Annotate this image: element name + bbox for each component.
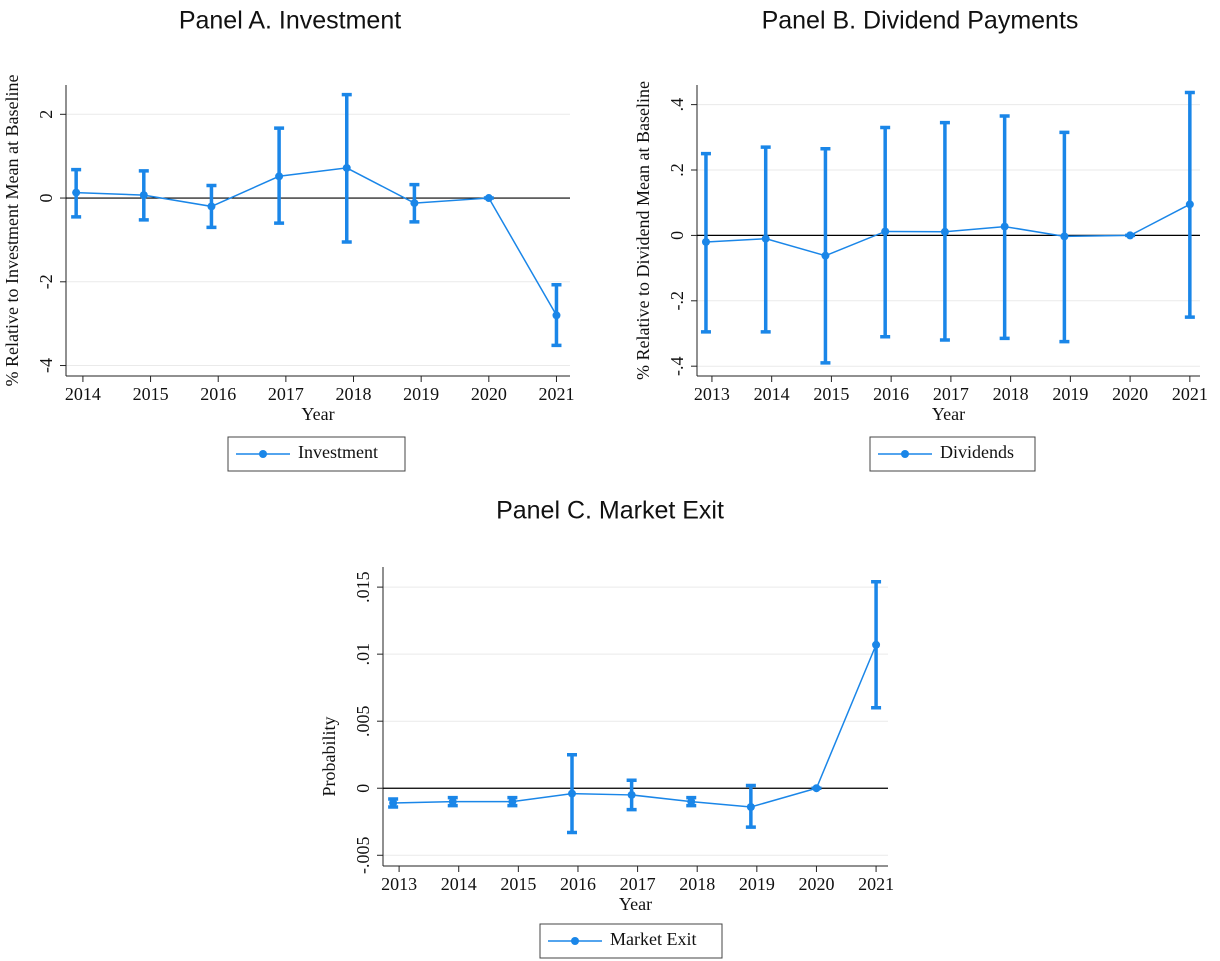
point <box>1185 200 1194 209</box>
x-tick-label: 2014 <box>754 384 790 404</box>
x-axis-label: Year <box>619 894 652 914</box>
legend-label: Dividends <box>940 442 1014 462</box>
point <box>207 202 216 211</box>
y-tick-label: -.2 <box>667 291 687 311</box>
y-tick-label: 0 <box>667 231 687 240</box>
point <box>812 784 821 793</box>
point <box>389 798 398 807</box>
series-line <box>393 644 877 808</box>
legend-marker <box>259 450 267 458</box>
y-tick-label: -2 <box>36 274 56 289</box>
x-tick-label: 2018 <box>336 384 372 404</box>
point <box>687 797 696 806</box>
point <box>940 227 949 236</box>
point <box>139 191 148 200</box>
point <box>552 311 561 320</box>
y-tick-label: 0 <box>36 194 56 203</box>
legend-label: Investment <box>298 442 378 462</box>
x-tick-label: 2017 <box>268 384 304 404</box>
point <box>881 227 890 236</box>
point <box>1000 222 1009 231</box>
y-tick-label: .005 <box>353 705 373 737</box>
point <box>761 234 770 243</box>
point <box>275 172 284 181</box>
y-tick-label: -4 <box>36 358 56 373</box>
point <box>72 188 81 197</box>
y-axis-label: Probability <box>319 717 339 797</box>
y-tick-label: -.005 <box>353 837 373 875</box>
x-tick-label: 2016 <box>873 384 909 404</box>
x-tick-label: 2018 <box>993 384 1029 404</box>
point <box>508 797 517 806</box>
x-tick-label: 2016 <box>560 874 596 894</box>
x-tick-label: 2019 <box>1052 384 1088 404</box>
x-axis-label: Year <box>932 404 965 424</box>
point <box>872 640 881 649</box>
x-axis-label: Year <box>301 404 334 424</box>
point <box>701 237 710 246</box>
x-tick-label: 2013 <box>381 874 417 894</box>
x-tick-label: 2014 <box>441 874 477 894</box>
point <box>568 789 577 798</box>
point <box>342 163 351 172</box>
point <box>1126 231 1135 240</box>
x-tick-label: 2021 <box>538 384 574 404</box>
legend-marker <box>571 937 579 945</box>
legend-marker <box>901 450 909 458</box>
y-axis-label: % Relative to Investment Mean at Baselin… <box>2 75 22 387</box>
x-tick-label: 2019 <box>739 874 775 894</box>
legend-label: Market Exit <box>610 929 696 949</box>
point <box>1060 232 1069 241</box>
x-tick-label: 2015 <box>133 384 169 404</box>
x-tick-label: 2021 <box>1172 384 1208 404</box>
chart-title: Panel A. Investment <box>179 7 401 35</box>
x-tick-label: 2017 <box>933 384 969 404</box>
chart-title: Panel C. Market Exit <box>496 497 724 525</box>
y-tick-label: .01 <box>353 643 373 666</box>
point <box>410 199 419 208</box>
x-tick-label: 2017 <box>620 874 656 894</box>
x-tick-label: 2020 <box>798 874 834 894</box>
x-tick-label: 2014 <box>65 384 101 404</box>
point <box>746 803 755 812</box>
y-tick-label: 0 <box>353 784 373 793</box>
point <box>484 194 493 203</box>
x-tick-label: 2015 <box>813 384 849 404</box>
x-tick-label: 2019 <box>403 384 439 404</box>
point <box>821 251 830 260</box>
y-tick-label: .4 <box>667 98 687 112</box>
x-tick-label: 2020 <box>1112 384 1148 404</box>
x-tick-label: 2016 <box>200 384 236 404</box>
x-tick-label: 2018 <box>679 874 715 894</box>
y-tick-label: .2 <box>667 163 687 177</box>
y-axis-label: % Relative to Dividend Mean at Baseline <box>633 81 653 380</box>
x-tick-label: 2020 <box>471 384 507 404</box>
y-tick-label: 2 <box>36 110 56 119</box>
x-tick-label: 2021 <box>858 874 894 894</box>
point <box>448 797 457 806</box>
y-tick-label: .015 <box>353 571 373 603</box>
y-tick-label: -.4 <box>667 356 687 376</box>
x-tick-label: 2015 <box>500 874 536 894</box>
chart-title: Panel B. Dividend Payments <box>762 7 1079 35</box>
x-tick-label: 2013 <box>694 384 730 404</box>
series-line <box>76 167 558 316</box>
point <box>627 790 636 799</box>
